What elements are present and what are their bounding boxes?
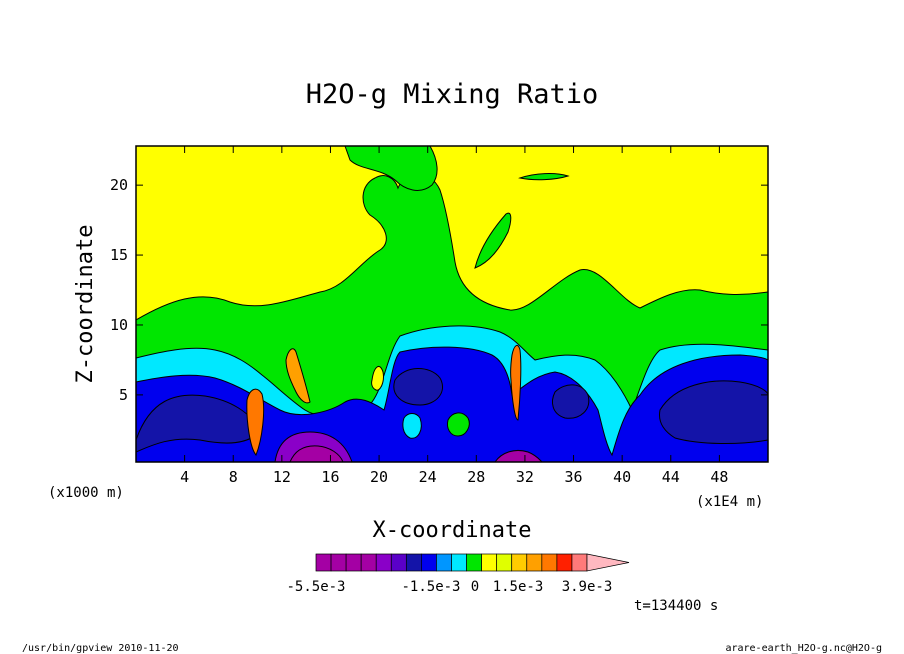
footer-left: /usr/bin/gpview 2010-11-20 [22, 643, 179, 654]
x-tick-label: 4 [180, 468, 189, 486]
colorbar-swatch [390, 553, 407, 572]
time-label: t=134400 s [634, 598, 718, 614]
x-axis-ticks: 4 8 12 16 20 24 28 32 36 40 44 48 [180, 146, 728, 486]
colorbar-swatch [315, 553, 332, 572]
x-tick-label: 44 [662, 468, 680, 486]
contour-band-lightcyan [402, 413, 422, 439]
contour-band-magenta-right [494, 449, 543, 462]
colorbar-swatch [360, 553, 377, 572]
x-unit-left: (x1000 m) [48, 485, 124, 501]
colorbar-swatch [511, 553, 528, 572]
contour-band-navy-center [393, 368, 443, 406]
contour-band-red-plume-left [246, 388, 265, 456]
y-axis-label: Z-coordinate [73, 225, 98, 384]
colorbar-swatch [556, 553, 573, 572]
contour-field [136, 146, 768, 462]
x-tick-label: 16 [321, 468, 339, 486]
colorbar-extend-arrow [586, 553, 630, 572]
colorbar-tick-label: -5.5e-3 [286, 579, 345, 595]
contour-green-streak [518, 173, 570, 181]
colorbar-swatch [466, 553, 482, 572]
x-tick-label: 48 [710, 468, 728, 486]
x-tick-label: 8 [229, 468, 238, 486]
colorbar-swatch [571, 553, 588, 572]
contour-band-yellow-plume [371, 365, 384, 391]
colorbar-swatch [496, 553, 513, 572]
x-tick-label: 28 [467, 468, 485, 486]
colorbar-swatch [436, 553, 452, 572]
contour-band-navy-mid [552, 384, 590, 419]
footer-right: arare-earth_H2O-g.nc@H2O-g [725, 643, 882, 654]
x-tick-label: 24 [419, 468, 437, 486]
x-tick-label: 32 [516, 468, 534, 486]
y-tick-label: 20 [110, 176, 128, 194]
y-tick-label: 5 [119, 386, 128, 404]
colorbar-tick-label: -1.5e-3 [401, 579, 460, 595]
colorbar-swatch [481, 553, 498, 572]
contour-band-navy-right [659, 380, 768, 444]
contour-band-green-specks [447, 412, 470, 437]
colorbar-swatch [421, 553, 437, 572]
colorbar-swatch [526, 553, 543, 572]
x-tick-label: 36 [565, 468, 583, 486]
chart-title: H2O-g Mixing Ratio [306, 79, 599, 110]
colorbar-swatch [345, 553, 362, 572]
colorbar-tick-labels: -5.5e-3 -1.5e-3 0 1.5e-3 3.9e-3 [286, 579, 612, 595]
y-tick-label: 15 [110, 246, 128, 264]
contour-band-orange-left [285, 348, 311, 404]
x-tick-label: 20 [370, 468, 388, 486]
contour-band-green-upper [344, 146, 438, 191]
x-tick-label: 12 [273, 468, 291, 486]
colorbar-swatch [375, 553, 392, 572]
contour-band-red-plume-right [510, 344, 522, 421]
colorbar-swatch [451, 553, 467, 572]
y-tick-label: 10 [110, 316, 128, 334]
plot-frame [135, 145, 769, 463]
x-tick-label: 40 [613, 468, 631, 486]
colorbar-swatch [405, 553, 422, 572]
contour-band-blue [136, 346, 768, 462]
colorbar [315, 553, 630, 572]
colorbar-swatch [330, 553, 347, 572]
x-unit-right: (x1E4 m) [696, 494, 763, 510]
x-axis-label: X-coordinate [373, 518, 532, 543]
y-axis-ticks: 5 10 15 20 [110, 176, 768, 404]
colorbar-swatch [541, 553, 558, 572]
colorbar-tick-label: 1.5e-3 [493, 579, 544, 595]
contour-band-magenta [289, 445, 344, 462]
contour-green-lobe [474, 212, 512, 269]
colorbar-tick-label: 3.9e-3 [562, 579, 613, 595]
colorbar-tick-label: 0 [471, 579, 479, 595]
